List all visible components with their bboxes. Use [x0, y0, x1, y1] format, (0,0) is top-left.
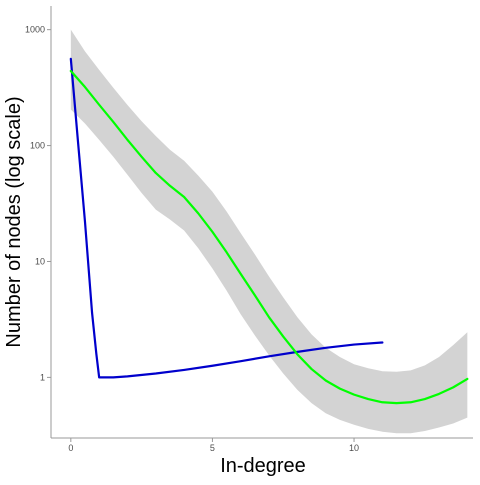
- y-tick-label: 10: [35, 256, 45, 266]
- series-lines-layer: [69, 57, 469, 405]
- y-axis-title: Number of nodes (log scale): [3, 96, 25, 347]
- x-tick-label: 5: [210, 443, 215, 453]
- smoothed-trend-line: [69, 69, 469, 405]
- x-tick-label: 10: [349, 443, 359, 453]
- y-tick-label: 1000: [25, 25, 45, 35]
- x-axis-title: In-degree: [220, 455, 306, 477]
- y-tick-label: 1: [40, 372, 45, 382]
- axes-layer: [50, 6, 473, 439]
- x-tick-label: 0: [68, 443, 73, 453]
- confidence-band: [70, 29, 468, 434]
- observed-degree-line: [69, 57, 384, 379]
- y-tick-label: 100: [30, 141, 45, 151]
- confidence-band-layer: [70, 29, 468, 434]
- ticks-layer: 0 5 10 1 10 100 1000: [25, 25, 359, 453]
